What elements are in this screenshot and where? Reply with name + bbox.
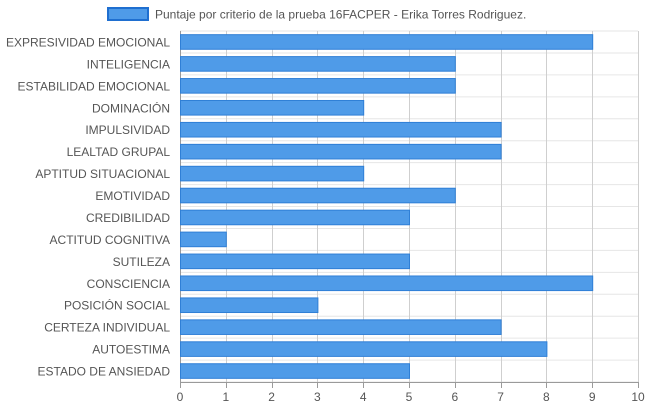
bar[interactable] bbox=[180, 341, 548, 357]
category-label: SUTILEZA bbox=[113, 255, 170, 269]
bar[interactable] bbox=[180, 297, 319, 314]
x-tick-label: 8 bbox=[543, 390, 550, 404]
bar[interactable] bbox=[180, 165, 365, 182]
axis-layer: 0 1 2 3 4 5 6 7 8 9 10 EXPRESIVIDAD EMOCIONAL INTELI… bbox=[6, 35, 645, 404]
bar[interactable] bbox=[180, 253, 410, 270]
x-tick-label: 6 bbox=[451, 390, 458, 404]
bar[interactable] bbox=[180, 34, 594, 50]
bar[interactable] bbox=[180, 275, 594, 292]
bar[interactable] bbox=[180, 99, 365, 116]
category-label: DOMINACIÓN bbox=[92, 100, 170, 115]
x-tick-label: 2 bbox=[268, 390, 275, 404]
bar[interactable] bbox=[180, 187, 456, 204]
x-tick-label: 10 bbox=[631, 390, 645, 404]
category-label: ESTADO DE ANSIEDAD bbox=[38, 365, 171, 379]
x-tick-label: 5 bbox=[406, 390, 413, 404]
bar[interactable] bbox=[180, 121, 502, 138]
category-label: LEALTAD GRUPAL bbox=[67, 145, 171, 159]
x-tick-label: 0 bbox=[177, 390, 184, 404]
legend-label[interactable]: Puntaje por criterio de la prueba 16FACP… bbox=[155, 8, 526, 22]
x-tick-label: 7 bbox=[497, 390, 504, 404]
category-label: POSICIÓN SOCIAL bbox=[64, 298, 170, 313]
x-tick-label: 3 bbox=[314, 390, 321, 404]
legend-swatch[interactable] bbox=[107, 7, 149, 21]
category-label: AUTOESTIMA bbox=[92, 343, 170, 357]
bar[interactable] bbox=[180, 363, 410, 379]
bar[interactable] bbox=[180, 56, 456, 72]
x-tick-label: 1 bbox=[222, 390, 229, 404]
bar[interactable] bbox=[180, 78, 456, 94]
category-label: CREDIBILIDAD bbox=[86, 211, 170, 225]
category-label: APTITUD SITUACIONAL bbox=[35, 167, 170, 181]
category-label: EMOTIVIDAD bbox=[95, 189, 170, 203]
bars-layer bbox=[180, 34, 594, 379]
category-label: INTELIGENCIA bbox=[87, 57, 170, 71]
category-label: CERTEZA INDIVIDUAL bbox=[44, 321, 170, 335]
category-label: IMPULSIVIDAD bbox=[85, 123, 170, 137]
x-tick-label: 9 bbox=[589, 390, 596, 404]
category-label: ESTABILIDAD EMOCIONAL bbox=[18, 79, 171, 93]
category-label: EXPRESIVIDAD EMOCIONAL bbox=[6, 35, 170, 49]
x-tick-label: 4 bbox=[360, 390, 367, 404]
legend[interactable]: Puntaje por criterio de la prueba 16FACP… bbox=[107, 7, 526, 22]
bar[interactable] bbox=[180, 319, 502, 335]
category-label: CONSCIENCIA bbox=[87, 277, 170, 291]
bar[interactable] bbox=[180, 231, 227, 248]
bar[interactable] bbox=[180, 143, 502, 160]
category-label: ACTITUD COGNITIVA bbox=[50, 233, 170, 247]
bar[interactable] bbox=[180, 209, 410, 226]
